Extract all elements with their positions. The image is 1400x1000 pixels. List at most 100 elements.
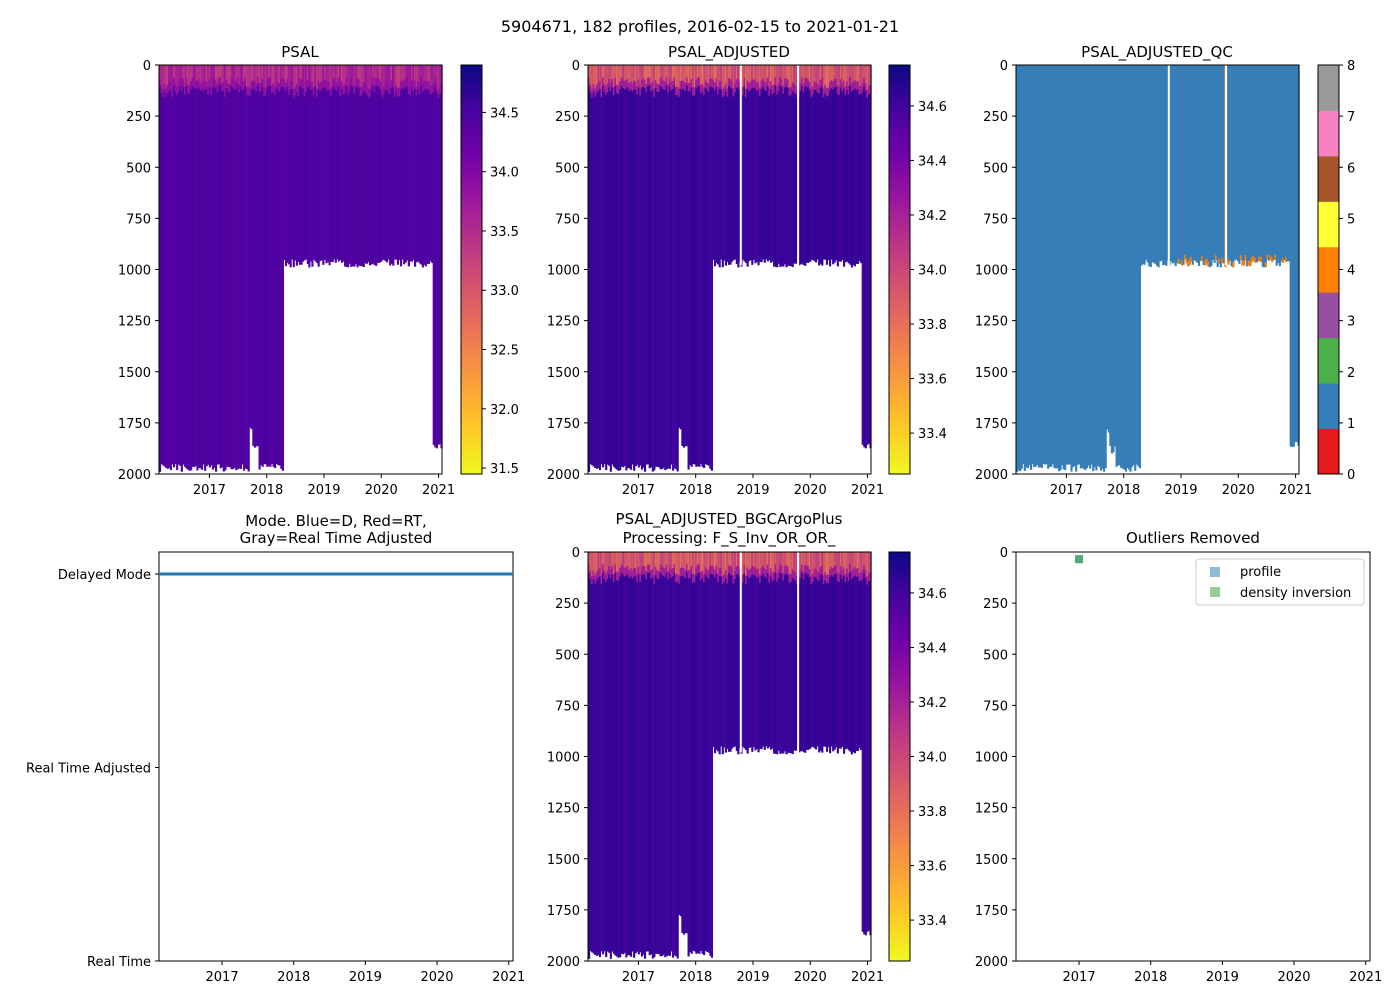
profile-mid-cell [180,82,183,92]
profile-column [634,552,637,954]
profile-column [801,65,804,264]
profile-column [337,65,340,262]
qc-profile-column [1096,65,1100,466]
profile-surface-cell [378,65,381,80]
profile-surface-cell [836,552,839,573]
profile-surface-cell [412,65,415,84]
profile-surface-cell [754,65,757,81]
profile-column [438,65,442,444]
profile-surface-cell [771,65,774,86]
colorbar-flag-0 [1318,428,1339,475]
profile-surface-cell [637,65,640,80]
profile-surface-cell [710,65,713,79]
colorbar-tick-label: 34.6 [918,100,947,115]
profile-mid-cell [421,83,424,93]
profile-surface-cell [344,65,347,85]
colorbar-tick-label: 1 [1347,417,1355,432]
profile-mid-cell [839,566,843,575]
profile-mid-cell [642,78,645,87]
profile-mid-cell [853,567,857,576]
bgc-colorbar: 34.634.434.234.033.833.633.4 [888,551,947,962]
profile-mid-cell [183,87,187,96]
profile-mid-cell [333,78,336,87]
profile-surface-cell [732,552,735,576]
profile-column [303,65,306,261]
profile-column [762,65,765,260]
profile-column [407,65,410,267]
profile-mid-cell [637,566,640,575]
y-tick-label: 1250 [975,802,1008,817]
profile-surface-cell [396,65,400,89]
profile-mid-cell [260,82,263,92]
profile-surface-cell [816,65,819,85]
profile-column [720,65,723,260]
y-tick-label: 1500 [118,366,151,381]
qc-profile-column [1257,65,1260,261]
profile-surface-cell [822,65,825,89]
profile-surface-cell [612,65,616,88]
profile-mid-cell [751,566,754,576]
profile-mid-cell [718,567,721,576]
profile-column [612,552,616,954]
profile-mid-cell [600,575,603,584]
colorbar-frame [888,64,911,475]
qc-profile-column [1137,65,1140,467]
profile-surface-cell [319,65,322,84]
qc-profile-column [1036,65,1039,465]
qc-profile-column [1246,65,1249,267]
qc-profile-column [1235,65,1238,260]
profile-surface-cell [801,552,804,565]
qc-profile-column [1146,65,1149,263]
colorbar-tick-label: 33.4 [918,914,947,929]
profile-column [423,65,426,266]
qc-profile-column [1081,65,1084,468]
profile-mid-cell [785,565,788,574]
profile-column [606,552,609,952]
profile-mid-cell [857,81,860,90]
profile-mid-cell [414,80,417,89]
y-tick-label: Real Time Adjusted [26,762,151,777]
profile-column [679,552,682,917]
profile-mid-cell [396,88,400,97]
profile-mid-cell [160,84,163,93]
colorbar-flag-2 [1318,337,1339,384]
profile-surface-cell [591,552,594,577]
profile-column [844,65,847,263]
profile-column [288,65,291,265]
profile-column [852,65,855,266]
profile-surface-cell [791,65,794,83]
profile-mid-cell [605,86,608,96]
profile-column [746,552,749,754]
profile-column [387,65,390,260]
qc-profile-column [1277,65,1280,263]
profile-column [235,65,238,471]
profile-surface-cell [757,552,760,569]
profile-surface-cell [766,65,769,78]
profile-mid-cell [302,80,305,89]
profile-mid-cell [799,569,802,578]
profile-column [724,65,727,266]
profile-column [661,552,664,957]
profile-surface-cell [821,65,824,79]
profile-surface-cell [185,65,188,78]
profile-mid-cell [347,86,350,95]
profile-surface-cell [659,552,662,565]
profile-surface-cell [592,65,595,84]
y-tick-label: 2000 [975,955,1008,970]
profile-surface-cell [625,552,628,568]
colorbar-tick-label: 4 [1347,264,1355,279]
profile-mid-cell [249,88,252,97]
x-tick-label: 2020 [1277,970,1310,985]
profile-mid-cell [699,572,703,581]
profile-surface-cell [317,65,320,81]
profile-mid-cell [707,570,710,579]
profile-mid-cell [732,575,735,584]
qc-profile-column [1118,65,1121,466]
profile-mid-cell [392,78,395,87]
profile-mid-cell [815,81,818,91]
profile-surface-cell [698,552,701,565]
profile-column [359,65,362,266]
profile-column [420,65,423,265]
profile-surface-cell [260,65,263,83]
profile-mid-cell [724,83,727,92]
